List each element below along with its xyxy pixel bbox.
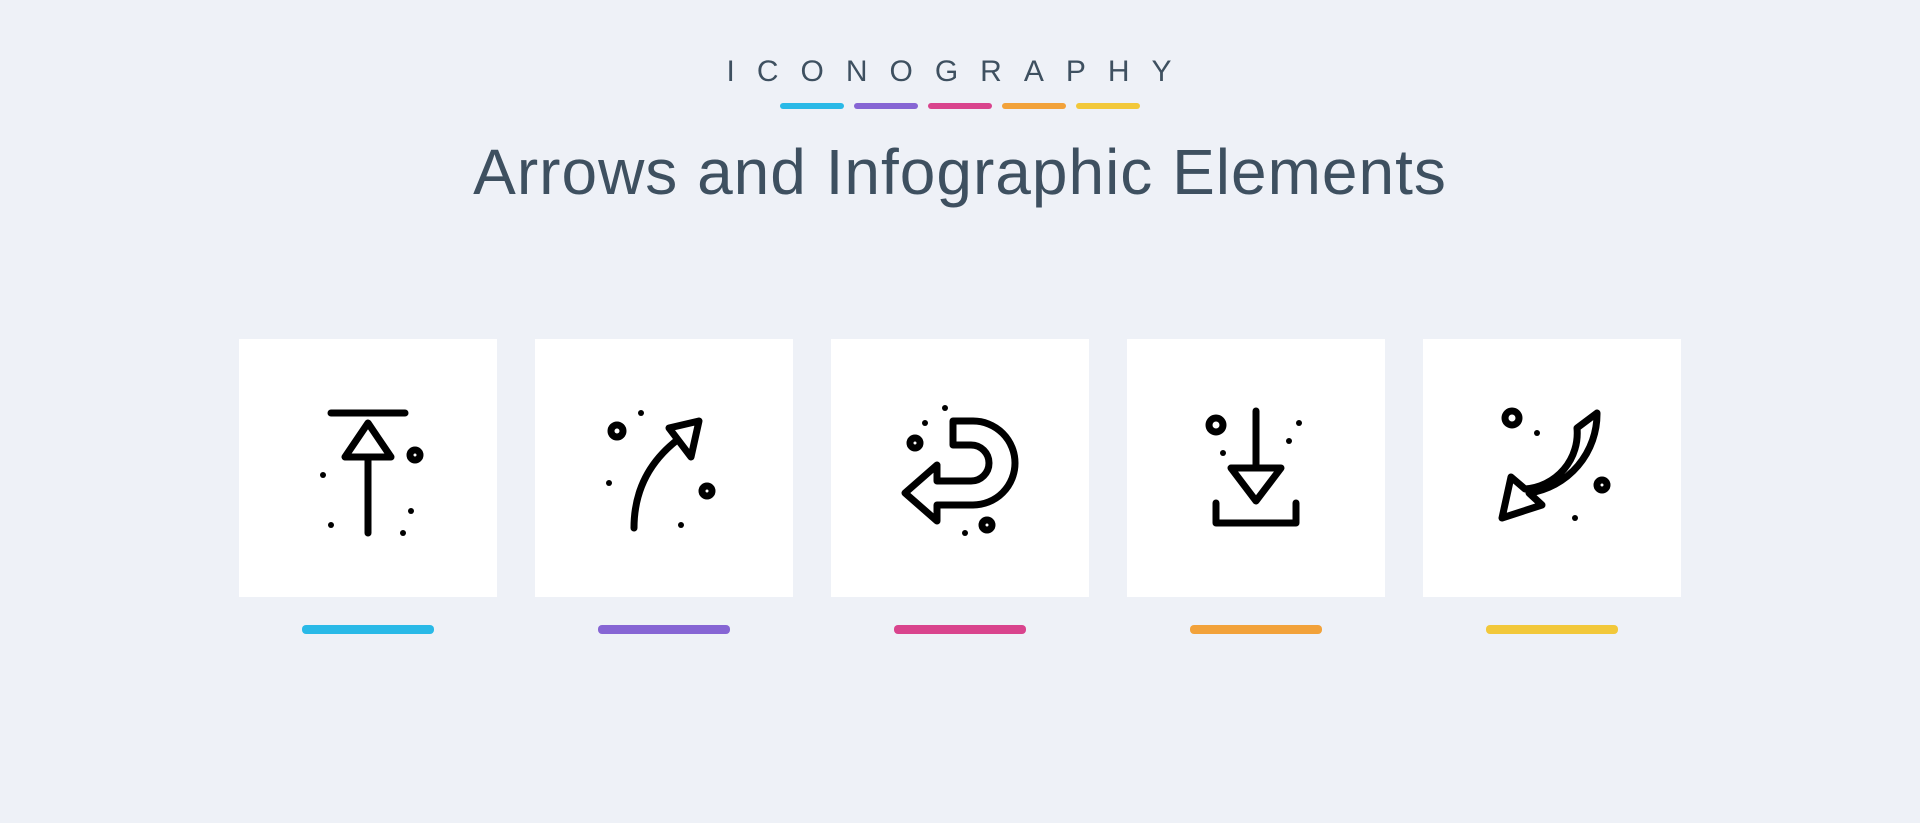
icon-tile — [1423, 339, 1681, 597]
icon-card — [831, 339, 1089, 634]
curve-down-icon — [1467, 383, 1637, 553]
icon-card — [239, 339, 497, 634]
page-subtitle: Arrows and Infographic Elements — [473, 135, 1447, 209]
icon-card — [1423, 339, 1681, 634]
upload-top-icon — [283, 383, 453, 553]
brand-bar-1 — [854, 103, 918, 109]
brand-color-bars — [780, 103, 1140, 109]
icon-card — [535, 339, 793, 634]
card-underline — [1486, 625, 1618, 634]
icon-tile — [535, 339, 793, 597]
download-icon — [1171, 383, 1341, 553]
brand-bar-0 — [780, 103, 844, 109]
card-underline — [598, 625, 730, 634]
icon-tile — [239, 339, 497, 597]
icon-tile — [1127, 339, 1385, 597]
icon-tile — [831, 339, 1089, 597]
brand-bar-2 — [928, 103, 992, 109]
curve-up-icon — [579, 383, 749, 553]
brand-bar-3 — [1002, 103, 1066, 109]
card-underline — [894, 625, 1026, 634]
card-underline — [1190, 625, 1322, 634]
icon-card-row — [239, 339, 1681, 634]
card-underline — [302, 625, 434, 634]
brand-bar-4 — [1076, 103, 1140, 109]
u-turn-icon — [875, 383, 1045, 553]
icon-card — [1127, 339, 1385, 634]
brand-title: ICONOGRAPHY — [726, 55, 1193, 89]
